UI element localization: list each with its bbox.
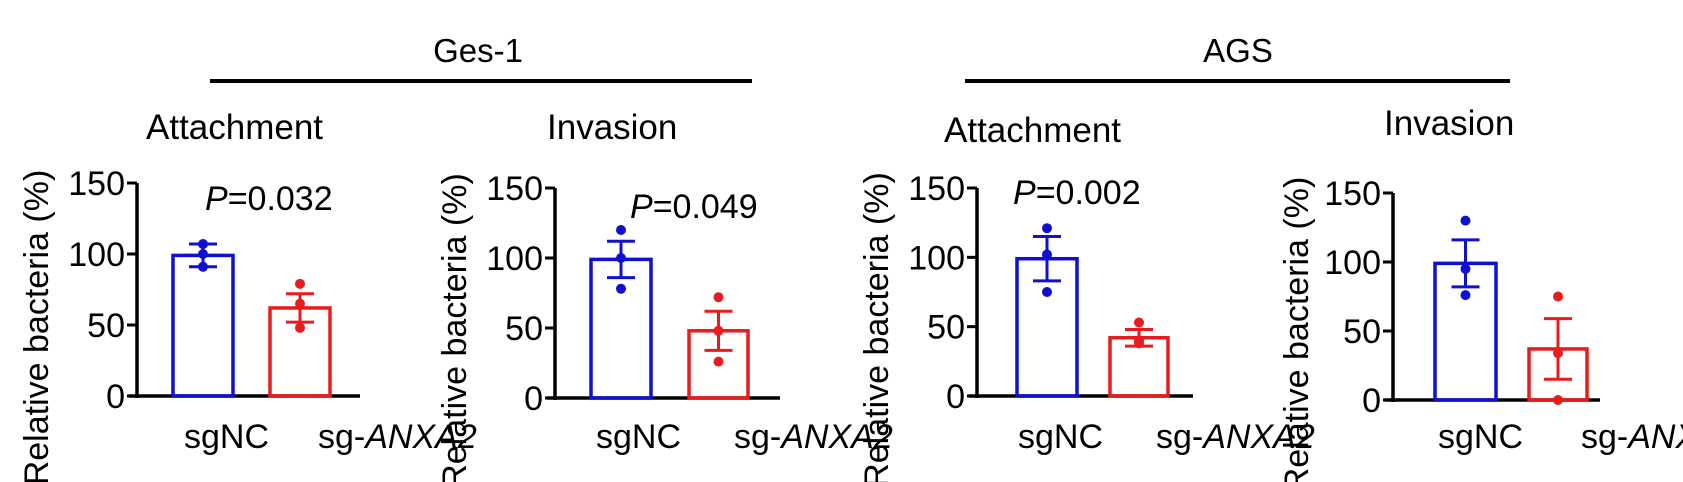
y-tick-label: 50 — [505, 310, 543, 348]
y-tick-label: 0 — [106, 378, 125, 416]
p-value-annotation: P=0.032 — [205, 180, 333, 218]
x-tick-label: sgNC — [1438, 418, 1523, 456]
group-label: Ges-1 — [433, 32, 523, 69]
x-tick-prefix: sg — [1438, 418, 1474, 456]
data-point — [1042, 287, 1052, 297]
group-label: AGS — [1203, 32, 1273, 69]
x-tick-prefix: sg- — [1581, 418, 1628, 456]
data-point — [616, 253, 626, 263]
y-tick-label: 150 — [1324, 175, 1381, 213]
p-value-symbol: P — [1013, 174, 1036, 212]
y-tick-label: 100 — [1324, 244, 1381, 282]
x-tick-label: sg-ANXA2 — [734, 418, 893, 456]
bar-sgnc — [171, 253, 235, 398]
x-tick-name: NC — [220, 418, 269, 456]
data-point — [295, 278, 305, 289]
x-tick-name: ANXA2 — [363, 418, 477, 456]
p-value-symbol: P — [630, 188, 653, 226]
data-point — [198, 261, 208, 272]
y-tick-label: 150 — [908, 170, 965, 208]
data-point — [713, 356, 724, 367]
x-tick-prefix: sg — [184, 418, 220, 456]
panel-title: Invasion — [1384, 104, 1514, 143]
x-tick-prefix: sg- — [318, 418, 365, 456]
p-value-symbol: P — [205, 180, 228, 218]
x-tick-name: NC — [632, 418, 681, 456]
p-value-number: =0.002 — [1036, 174, 1141, 212]
y-tick-label: 0 — [524, 380, 543, 418]
chart-panel: Attachment Relative bacteria (%) 0 50 100 150… — [18, 108, 477, 482]
x-tick-prefix: sg — [1018, 418, 1054, 456]
data-point — [1553, 395, 1563, 405]
data-point — [1553, 291, 1563, 302]
y-tick-label: 100 — [908, 239, 965, 277]
y-axis-label: Relative bacteria (%) — [436, 173, 474, 482]
y-tick-label: 50 — [87, 307, 125, 345]
x-tick-prefix: sg- — [1156, 418, 1203, 456]
panel-title: Attachment — [944, 111, 1121, 150]
data-point — [295, 298, 305, 309]
panel-title: Attachment — [146, 108, 323, 147]
data-point — [295, 322, 305, 333]
p-value-number: =0.032 — [228, 180, 333, 218]
x-tick-label: sgNC — [596, 418, 681, 456]
data-point — [616, 225, 626, 235]
x-tick-name: NC — [1054, 418, 1103, 456]
data-point — [1134, 317, 1144, 328]
data-point — [1460, 290, 1471, 301]
x-tick-label: sg-ANXA2 — [1581, 418, 1683, 456]
data-point — [198, 249, 208, 259]
data-point — [1134, 338, 1144, 349]
p-value-annotation: P=0.002 — [1013, 174, 1141, 212]
y-tick-label: 100 — [68, 236, 125, 274]
p-value-annotation: P=0.049 — [630, 188, 758, 226]
chart-panel: Attachment Relative bacteria (%) 0 50 100 150… — [858, 111, 1315, 482]
x-tick-name: ANXA2 — [1201, 418, 1315, 456]
chart-panel: Invasion Relative bacteria (%) 0 50 100 150 sg… — [1278, 104, 1683, 482]
data-point — [1460, 215, 1471, 226]
y-axis-label: Relative bacteria (%) — [1278, 177, 1316, 482]
data-point — [1042, 249, 1052, 260]
y-tick-label: 0 — [1362, 382, 1381, 420]
y-tick-label: 150 — [68, 165, 125, 203]
bar-sgnc — [589, 257, 653, 400]
y-axis-label: Relative bacteria (%) — [858, 172, 896, 482]
data-point — [1042, 223, 1052, 234]
x-tick-label: sg-ANXA2 — [1156, 418, 1315, 456]
p-value-number: =0.049 — [653, 188, 758, 226]
panel-title: Invasion — [547, 108, 677, 147]
x-tick-label: sgNC — [184, 418, 269, 456]
x-tick-label: sgNC — [1018, 418, 1103, 456]
chart-panel: Invasion Relative bacteria (%) 0 50 100 150 sg… — [436, 108, 893, 482]
x-tick-prefix: sg- — [734, 418, 781, 456]
data-point — [1460, 263, 1471, 274]
data-point — [1553, 348, 1563, 359]
y-tick-label: 50 — [927, 309, 965, 347]
x-tick-label: sg-ANXA2 — [318, 418, 477, 456]
data-point — [713, 292, 724, 303]
y-axis-label: Relative bacteria (%) — [18, 170, 56, 482]
y-tick-label: 50 — [1343, 313, 1381, 351]
y-tick-label: 100 — [486, 240, 543, 278]
x-tick-name: ANXA2 — [1626, 418, 1683, 456]
data-point — [198, 239, 208, 250]
x-tick-name: NC — [1474, 418, 1523, 456]
y-tick-label: 0 — [946, 378, 965, 416]
data-point — [713, 325, 724, 336]
data-point — [616, 283, 626, 294]
x-tick-prefix: sg — [596, 418, 632, 456]
y-tick-label: 150 — [486, 170, 543, 208]
x-tick-name: ANXA2 — [779, 418, 893, 456]
